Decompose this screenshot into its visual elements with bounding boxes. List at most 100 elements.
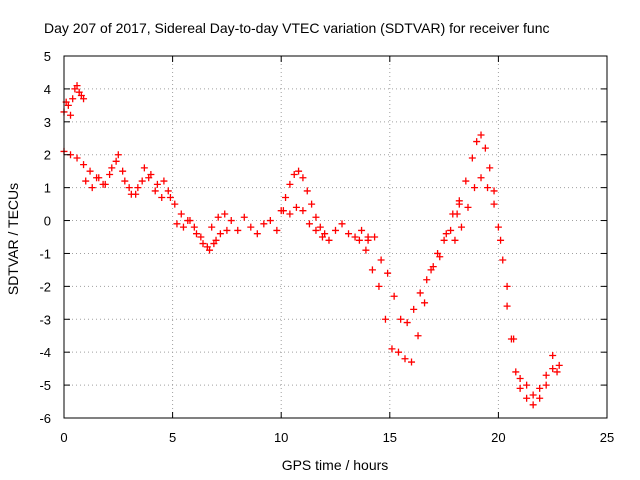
data-point — [186, 217, 194, 225]
data-point — [423, 276, 431, 284]
data-point — [471, 184, 479, 192]
data-points — [60, 82, 563, 409]
data-point — [299, 207, 307, 215]
data-point — [490, 200, 498, 208]
data-point — [462, 177, 470, 185]
data-point — [197, 233, 205, 241]
data-point — [158, 194, 166, 202]
data-point — [173, 220, 181, 228]
data-point — [192, 230, 200, 238]
data-point — [234, 226, 242, 234]
data-point — [410, 305, 418, 313]
data-point — [290, 170, 298, 178]
data-point — [64, 101, 72, 109]
data-point — [147, 170, 155, 178]
data-point — [440, 236, 448, 244]
data-point — [164, 187, 172, 195]
data-point — [303, 187, 311, 195]
y-tick-label: 4 — [44, 82, 51, 97]
y-tick-label: -5 — [39, 378, 51, 393]
data-point — [436, 253, 444, 261]
data-point — [555, 361, 563, 369]
y-tick-label: 1 — [44, 181, 51, 196]
chart-title: Day 207 of 2017, Sidereal Day-to-day VTE… — [44, 20, 550, 36]
axes-layer: 0 5 10 15 20 25 -6 -5 -4 -3 -2 -1 0 1 2 3 4 5 — [39, 49, 614, 445]
y-tick-label: -6 — [39, 411, 51, 426]
series-track-6 — [355, 210, 461, 366]
data-point — [199, 240, 207, 248]
data-point — [542, 371, 550, 379]
data-point — [345, 230, 353, 238]
data-point — [503, 282, 511, 290]
data-point — [138, 177, 146, 185]
data-point — [86, 167, 94, 175]
x-tick-label: 5 — [169, 430, 176, 445]
data-point — [442, 230, 450, 238]
data-point — [125, 184, 133, 192]
data-point — [316, 223, 324, 231]
data-point — [160, 177, 168, 185]
data-point — [397, 315, 405, 323]
data-point — [429, 263, 437, 271]
series-track-8 — [455, 131, 563, 409]
data-point — [179, 223, 187, 231]
data-point — [114, 151, 122, 159]
data-point — [221, 210, 229, 218]
data-point — [121, 177, 129, 185]
data-point — [503, 302, 511, 310]
data-point — [321, 230, 329, 238]
data-point — [497, 236, 505, 244]
data-point — [516, 375, 524, 383]
data-point — [457, 223, 465, 231]
data-point — [529, 391, 537, 399]
data-point — [375, 282, 383, 290]
data-point — [388, 345, 396, 353]
data-point — [69, 95, 77, 103]
data-point — [449, 210, 457, 218]
y-tick-label: -4 — [39, 345, 51, 360]
y-tick-label: 2 — [44, 148, 51, 163]
data-point — [523, 394, 531, 402]
data-point — [371, 233, 379, 241]
data-point — [292, 203, 300, 211]
data-point — [464, 203, 472, 211]
data-point — [510, 335, 518, 343]
y-tick-label: -1 — [39, 246, 51, 261]
data-point — [95, 174, 103, 182]
data-point — [299, 174, 307, 182]
x-tick-label: 15 — [383, 430, 397, 445]
plot-frame — [63, 55, 608, 419]
data-point — [549, 351, 557, 359]
data-point — [512, 368, 520, 376]
x-tick-label: 10 — [274, 430, 288, 445]
data-point — [364, 233, 372, 241]
data-point — [481, 144, 489, 152]
data-point — [553, 368, 561, 376]
data-point — [216, 230, 224, 238]
y-axis-label: SDTVAR / TECUs — [5, 183, 21, 295]
grid-layer — [64, 56, 607, 418]
data-point — [451, 236, 459, 244]
data-point — [486, 164, 494, 172]
series-track-2 — [60, 147, 231, 251]
data-point — [362, 246, 370, 254]
data-point — [477, 174, 485, 182]
data-point — [312, 213, 320, 221]
data-point — [273, 226, 281, 234]
series-track-7 — [364, 200, 463, 327]
data-point — [312, 226, 320, 234]
data-point — [516, 384, 524, 392]
data-point — [338, 220, 346, 228]
data-point — [277, 207, 285, 215]
data-point — [282, 194, 290, 202]
data-point — [286, 210, 294, 218]
data-point — [308, 200, 316, 208]
data-point — [266, 217, 274, 225]
y-tick-label: 5 — [44, 49, 51, 64]
data-point — [106, 170, 114, 178]
data-point — [332, 226, 339, 234]
data-point — [119, 167, 127, 175]
data-point — [536, 384, 544, 392]
data-point — [477, 131, 485, 139]
